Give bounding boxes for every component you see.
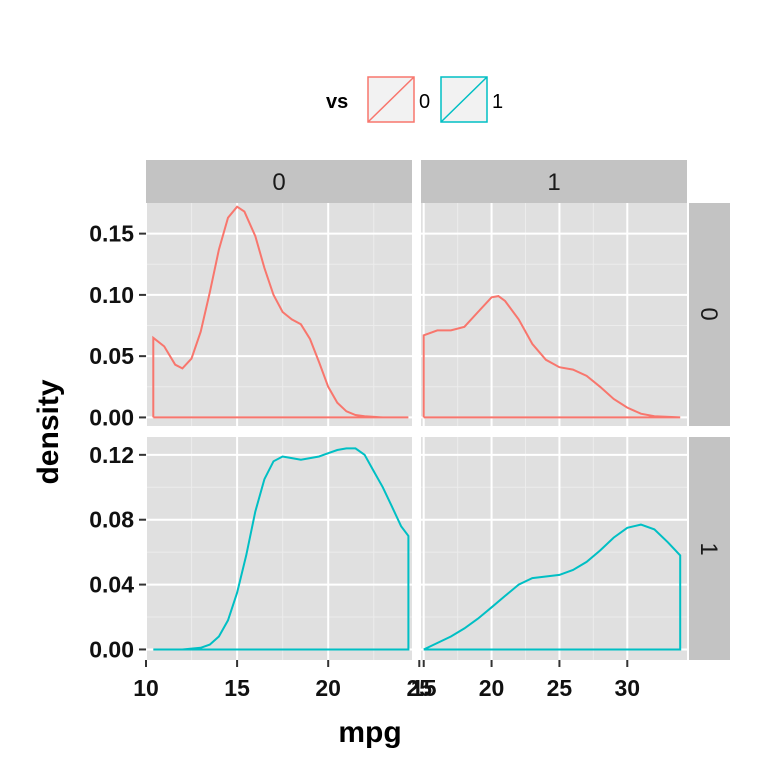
panel-background bbox=[146, 437, 412, 660]
y-tick-label: 0.00 bbox=[89, 636, 134, 662]
y-tick-label: 0.15 bbox=[89, 221, 134, 247]
panel-row1-col1 bbox=[421, 437, 687, 660]
row-strip-0-bg bbox=[689, 203, 730, 426]
panel-row1-col0 bbox=[145, 437, 412, 660]
y-tick-label: 0.12 bbox=[89, 442, 134, 468]
density-curve-vs-1 bbox=[153, 447, 410, 651]
y-axis-title: density bbox=[32, 379, 65, 484]
legend-key-1-slash bbox=[440, 76, 488, 123]
column-strip-0-bg bbox=[146, 160, 412, 203]
y-tick-label: 0.00 bbox=[89, 404, 134, 430]
x-tick-label: 15 bbox=[411, 675, 437, 701]
row-strip-1-bg bbox=[689, 437, 730, 660]
row-strip-0-label: 0 bbox=[695, 307, 722, 320]
legend-label-1: 1 bbox=[492, 91, 503, 113]
x-axis-col0: 10 15 20 25 bbox=[133, 660, 432, 701]
row-strip-1-label: 1 bbox=[695, 542, 722, 555]
column-strip-0-label: 0 bbox=[272, 169, 285, 196]
column-strip-0: 0 bbox=[146, 160, 412, 203]
y-tick-label: 0.05 bbox=[89, 343, 134, 369]
x-tick-label: 30 bbox=[614, 675, 640, 701]
y-tick-label: 0.08 bbox=[89, 507, 134, 533]
legend-title: vs bbox=[326, 91, 348, 113]
panel-background bbox=[421, 437, 687, 660]
x-tick-label: 20 bbox=[479, 675, 505, 701]
row-strip-1: 1 bbox=[689, 437, 730, 660]
x-tick-label: 25 bbox=[547, 675, 573, 701]
row-strip-0: 0 bbox=[689, 203, 730, 426]
x-axis-title: mpg bbox=[338, 716, 401, 749]
y-tick-label: 0.04 bbox=[89, 572, 134, 598]
panel-background bbox=[146, 203, 412, 426]
panel-row0-col1 bbox=[421, 203, 687, 426]
legend-label-0: 0 bbox=[419, 91, 430, 113]
y-tick-label: 0.10 bbox=[89, 282, 134, 308]
legend: vs 0 1 bbox=[326, 76, 503, 123]
density-curve-vs-1 bbox=[423, 523, 682, 651]
density-curve-vs-0 bbox=[152, 205, 409, 419]
legend-key-0: 0 bbox=[367, 76, 430, 123]
panel-background bbox=[421, 203, 687, 426]
density-curve-vs-0 bbox=[422, 295, 681, 419]
column-strip-1: 1 bbox=[421, 160, 687, 203]
x-tick-label: 10 bbox=[133, 675, 159, 701]
x-tick-label: 25 bbox=[406, 675, 432, 701]
x-tick-label: 15 bbox=[224, 675, 250, 701]
y-axis-row1: 0.00 0.04 0.08 0.12 bbox=[89, 442, 146, 662]
column-strip-1-bg bbox=[421, 160, 687, 203]
legend-key-0-slash bbox=[367, 76, 415, 123]
y-axis-row0: 0.00 0.05 0.10 0.15 bbox=[89, 221, 146, 430]
x-axis-col1: 15 20 25 30 bbox=[411, 660, 640, 701]
column-strip-1-label: 1 bbox=[547, 169, 560, 196]
x-tick-label: 20 bbox=[315, 675, 341, 701]
legend-key-1: 1 bbox=[440, 76, 503, 123]
panel-row0-col0 bbox=[145, 203, 412, 426]
